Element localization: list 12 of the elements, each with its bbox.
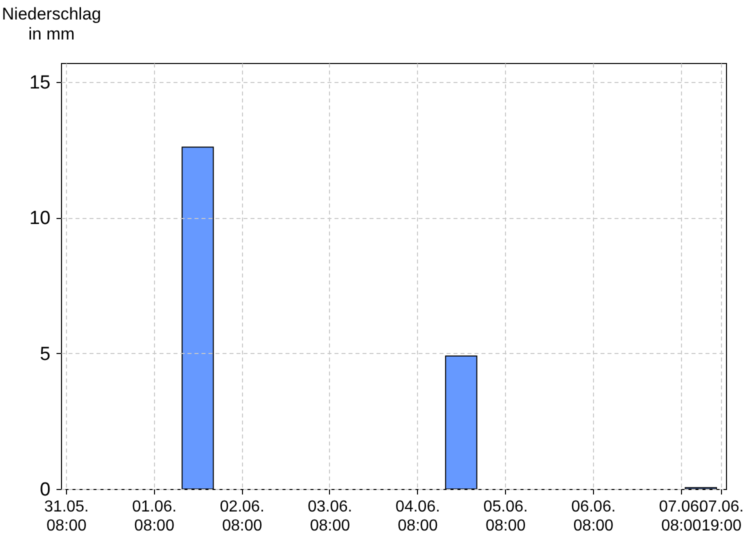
x-tick-label: 01.06. 08:00	[132, 498, 177, 534]
y-tick-label: 15	[29, 72, 50, 94]
x-tick-label: 06.06. 08:00	[571, 498, 616, 534]
y-tick-label: 0	[40, 480, 50, 500]
y-tick-label: 10	[29, 208, 50, 230]
y-tick-label: 5	[40, 344, 50, 365]
x-tick-label: 05.06. 08:00	[483, 498, 528, 534]
x-tick-label: 03.06. 08:00	[308, 498, 352, 534]
x-tick-label: 04.06. 08:00	[396, 498, 440, 534]
x-tick-label: 31.05. 08:00	[44, 498, 89, 534]
x-tick-label: 02.06. 08:00	[220, 498, 264, 534]
y-axis-title: Niederschlag in mm	[2, 4, 102, 44]
